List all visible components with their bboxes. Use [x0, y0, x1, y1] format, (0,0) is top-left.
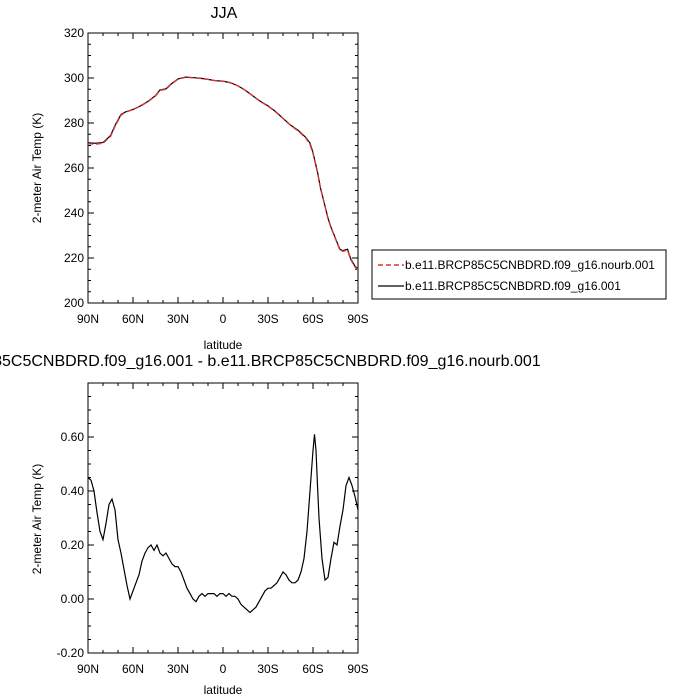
legend-label-nourb: b.e11.BRCP85C5CNBDRD.f09_g16.nourb.001	[405, 258, 655, 272]
series-line-0-0	[87, 76, 359, 270]
y-tick-label: 0.20	[61, 538, 85, 552]
x-tick-label: 30N	[167, 312, 189, 326]
y-axis-label: 2-meter Air Temp (K)	[30, 113, 44, 223]
x-tick-label: 60S	[302, 662, 323, 676]
x-tick-label: 90N	[77, 312, 99, 326]
legend: b.e11.BRCP85C5CNBDRD.f09_g16.nourb.001 b…	[371, 249, 667, 300]
legend-box	[371, 249, 667, 300]
y-tick-label: 0.00	[61, 592, 85, 606]
y-tick-label: 240	[64, 206, 84, 220]
y-tick-label: 200	[64, 296, 84, 310]
plot-lines-2	[87, 434, 359, 614]
legend-label-control: b.e11.BRCP85C5CNBDRD.f09_g16.001	[405, 279, 621, 293]
y-tick-label: 260	[64, 161, 84, 175]
y-axis-label-2: 2-meter Air Temp (K)	[30, 464, 44, 574]
x-tick-label: 0	[220, 312, 227, 326]
x-axis-label: latitude	[204, 338, 243, 352]
plot-frame	[87, 32, 359, 304]
x-tick-label: 30S	[257, 312, 278, 326]
chart-title: JJA	[211, 5, 238, 22]
x-tick-label: 30S	[257, 662, 278, 676]
x-tick-label: 90S	[347, 662, 368, 676]
x-axis-2: 90N 60N 30N 0 30S 60S 90S	[77, 383, 369, 676]
difference-chart-title: b.e11.BRCP85C5CNBDRD.f09_g16.001 - b.e11…	[0, 353, 541, 370]
y-tick-label: 0.60	[61, 430, 85, 444]
y-axis: 200 220 240 260 280 300 320	[64, 26, 358, 310]
x-axis-label-2: latitude	[204, 683, 243, 697]
x-tick-label: 60N	[122, 662, 144, 676]
series-line-0-1	[87, 76, 359, 270]
x-tick-label: 90S	[347, 312, 368, 326]
x-tick-label: 90N	[77, 662, 99, 676]
difference-chart: b.e11.BRCP85C5CNBDRD.f09_g16.001 - b.e11…	[0, 353, 541, 697]
y-tick-label: 320	[64, 26, 84, 40]
x-tick-label: 60N	[122, 312, 144, 326]
y-tick-label: 220	[64, 251, 84, 265]
y-tick-label: 0.40	[61, 484, 85, 498]
series-line-1-0	[87, 434, 359, 614]
plot-frame-2	[87, 382, 359, 654]
y-tick-label: -0.20	[57, 646, 85, 660]
temperature-chart: JJA 200 220 240 260 280 300 320 90N 60N 30N 0 30S 6…	[30, 5, 667, 352]
y-axis-2: -0.20 0.00 0.20 0.40 0.60	[57, 396, 358, 660]
y-tick-label: 280	[64, 116, 84, 130]
x-tick-label: 0	[220, 662, 227, 676]
x-axis: 90N 60N 30N 0 30S 60S 90S	[77, 33, 369, 326]
x-tick-label: 60S	[302, 312, 323, 326]
x-tick-label: 30N	[167, 662, 189, 676]
y-tick-label: 300	[64, 71, 84, 85]
plot-lines	[87, 76, 359, 270]
